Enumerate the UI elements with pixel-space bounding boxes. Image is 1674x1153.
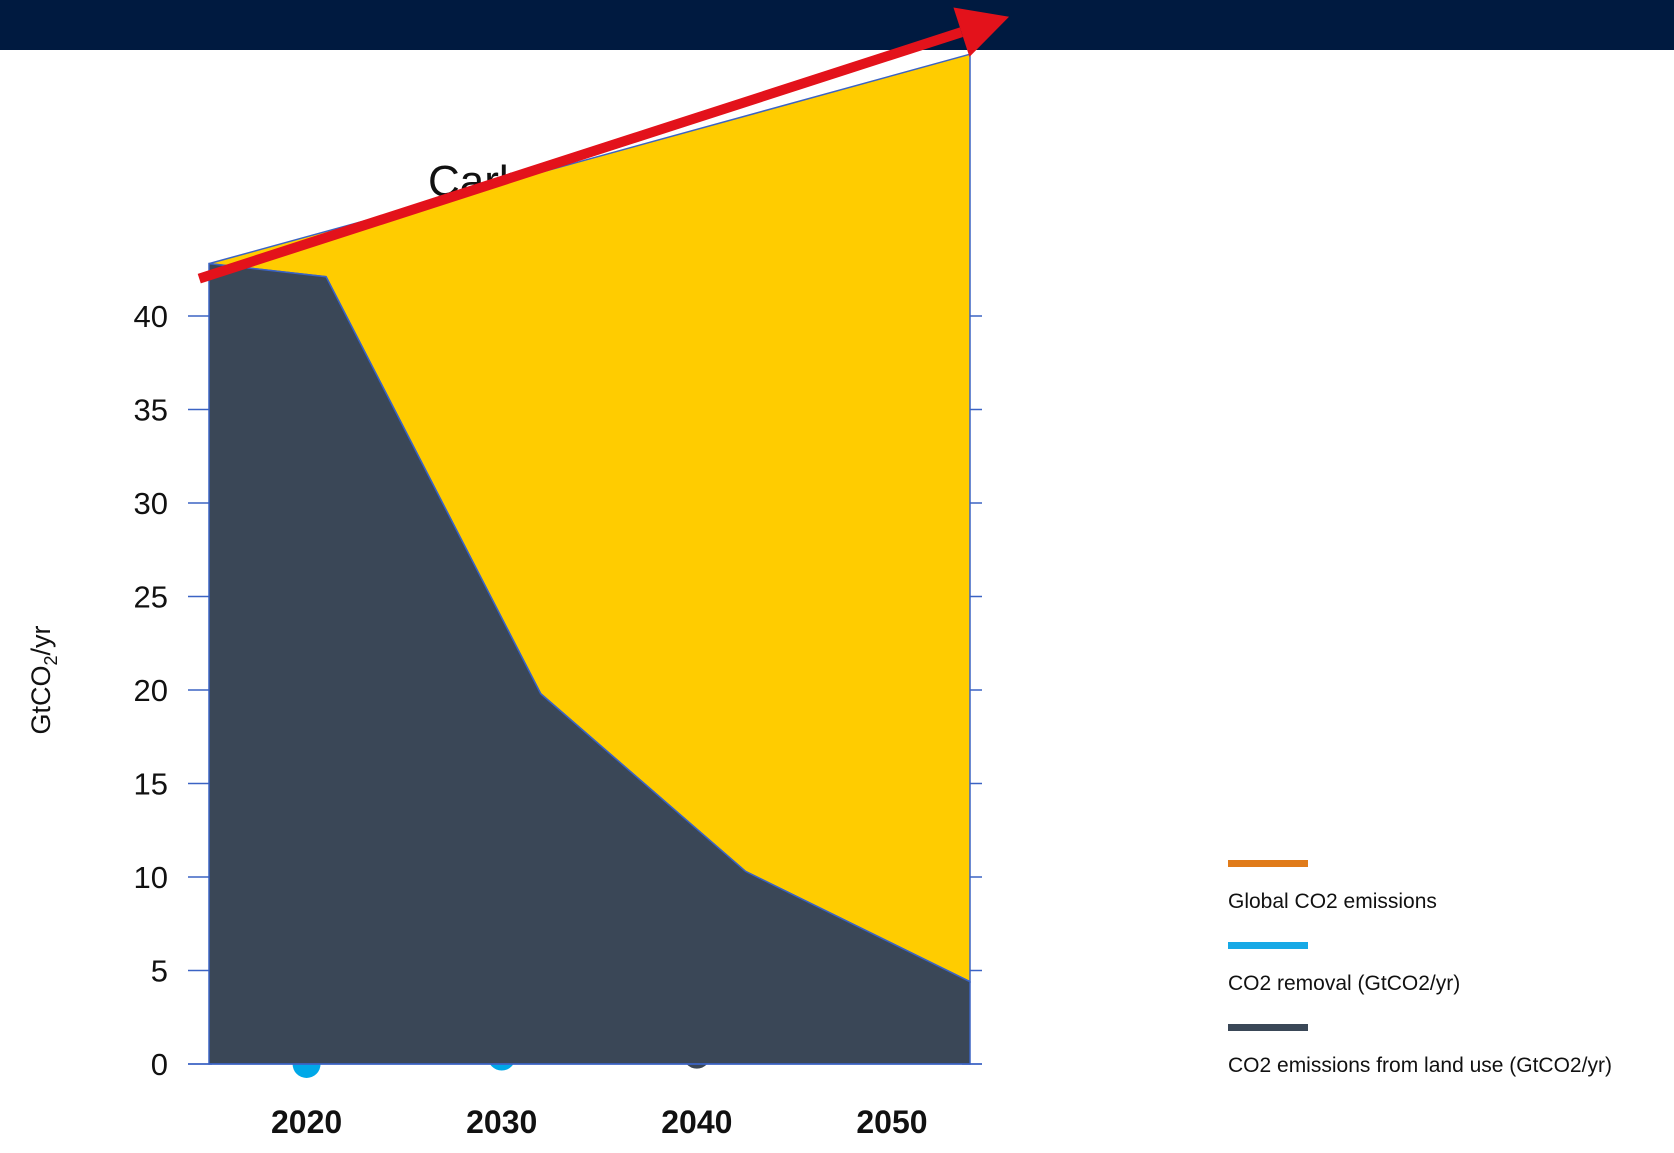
chart-legend: Global CO2 emissions CO2 removal (GtCO2/… xyxy=(1228,860,1668,1106)
x-tick-label-2050: 2050 xyxy=(856,1104,927,1140)
legend-entry-co2-removal: CO2 removal (GtCO2/yr) xyxy=(1228,942,1668,1024)
y-tick-label-25: 25 xyxy=(134,580,168,615)
y-tick-label-10: 10 xyxy=(134,860,168,895)
x-tick-label-2040: 2040 xyxy=(661,1104,732,1140)
legend-label-global-emissions: Global CO2 emissions xyxy=(1228,890,1437,913)
x-tick-label-2020: 2020 xyxy=(271,1104,342,1140)
y-tick-label-5: 5 xyxy=(151,954,168,989)
y-tick-label-15: 15 xyxy=(134,767,168,802)
y-axis-title: GtCO2/yr xyxy=(26,625,61,734)
header-bar xyxy=(0,0,1674,50)
legend-swatch-co2-removal xyxy=(1228,942,1308,949)
y-tick-label-35: 35 xyxy=(134,393,168,428)
trend-arrow-head xyxy=(953,7,1010,57)
y-tick-label-30: 30 xyxy=(134,486,168,521)
legend-swatch-global-emissions xyxy=(1228,860,1308,867)
x-tick-label-2030: 2030 xyxy=(466,1104,537,1140)
trend-arrow-shaft xyxy=(197,27,963,284)
y-tick-label-20: 20 xyxy=(134,673,168,708)
legend-label-co2-removal: CO2 removal (GtCO2/yr) xyxy=(1228,972,1461,995)
legend-label-land-use: CO2 emissions from land use (GtCO2/yr) xyxy=(1228,1054,1612,1077)
legend-swatch-land-use xyxy=(1228,1024,1308,1031)
y-tick-label-0: 0 xyxy=(151,1047,168,1082)
y-tick-label-40: 40 xyxy=(134,299,168,334)
legend-entry-global-emissions: Global CO2 emissions xyxy=(1228,860,1668,942)
legend-entry-land-use: CO2 emissions from land use (GtCO2/yr) xyxy=(1228,1024,1668,1106)
